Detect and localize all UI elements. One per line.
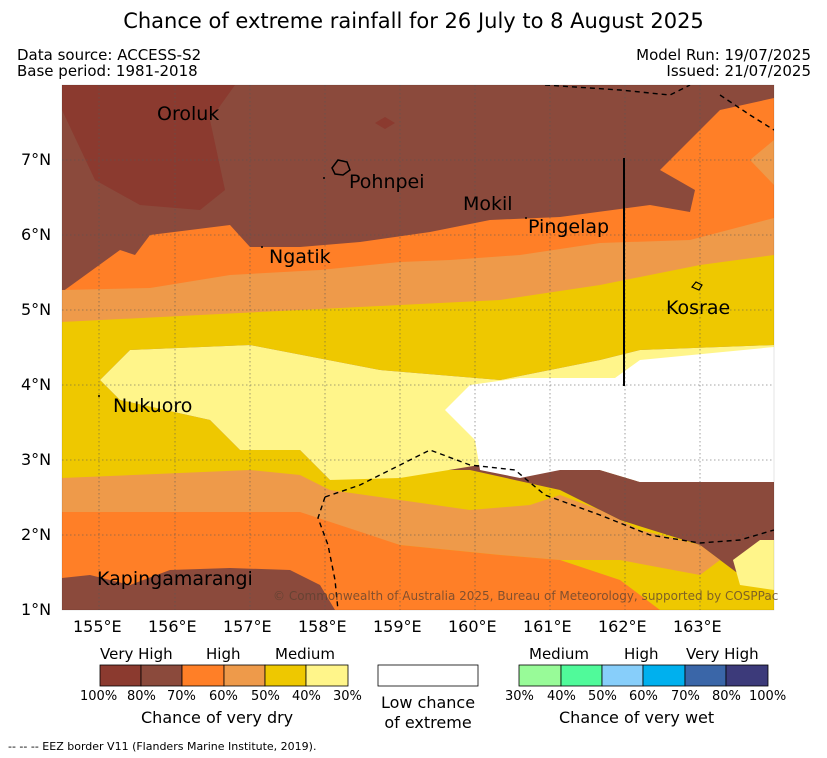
low-chance-label: Low chance [380, 693, 476, 712]
place-label: Pohnpei [349, 171, 425, 193]
x-tick-label: 161°E [523, 617, 572, 636]
wet-legend-title: Chance of very wet [559, 708, 715, 727]
pohnpei-island-icon [331, 159, 351, 176]
very-high-dry-core-region [62, 85, 235, 210]
dry-group-label: High [206, 645, 241, 663]
y-tick-label: 7°N [21, 150, 52, 169]
place-label: Ngatik [269, 246, 331, 268]
dry-tick: 50% [251, 689, 280, 704]
dry-tick: 30% [333, 689, 362, 704]
base-period-text: Base period: 1981-2018 [17, 62, 198, 80]
wet-group-label: Medium [529, 645, 589, 663]
data-source-text: Data source: ACCESS-S2 [17, 46, 202, 64]
wet-tick: 100% [749, 689, 787, 704]
kosrae-island-icon [691, 281, 703, 291]
copyright-text: © Commonwealth of Australia 2025, Bureau… [273, 589, 779, 603]
dry-tick: 60% [209, 689, 238, 704]
eez-footnote: -- -- -- EEZ border V11 (Flanders Marine… [8, 740, 317, 753]
dry-tick: 80% [127, 689, 156, 704]
y-tick-label: 2°N [21, 525, 52, 544]
wet-tick: 40% [547, 689, 576, 704]
y-tick-label: 5°N [21, 300, 52, 319]
x-tick-label: 159°E [373, 617, 422, 636]
dry-group-label: Medium [275, 645, 335, 663]
x-tick-label: 155°E [73, 617, 122, 636]
x-tick-label: 157°E [223, 617, 272, 636]
dry-tick: 40% [292, 689, 321, 704]
place-label: Kapingamarangi [97, 568, 253, 590]
x-tick-label: 163°E [673, 617, 722, 636]
low-chance-region [445, 347, 774, 482]
dry-tick: 70% [167, 689, 196, 704]
place-label: Pingelap [528, 216, 610, 238]
place-label: Mokil [463, 193, 513, 215]
dry-legend-title: Chance of very dry [141, 708, 294, 727]
x-tick-label: 160°E [448, 617, 497, 636]
issued-text: Issued: 21/07/2025 [666, 62, 811, 80]
place-label: Nukuoro [113, 395, 193, 417]
model-run-text: Model Run: 19/07/2025 [636, 46, 811, 64]
wet-tick: 70% [671, 689, 700, 704]
y-tick-label: 4°N [21, 375, 52, 394]
x-tick-label: 158°E [298, 617, 347, 636]
x-tick-label: 156°E [148, 617, 197, 636]
dry-tick: 100% [80, 689, 118, 704]
x-tick-label: 162°E [598, 617, 647, 636]
y-tick-label: 3°N [21, 450, 52, 469]
eez-border-lines [317, 85, 774, 610]
wet-group-label: Very High [686, 645, 759, 663]
low-chance-label-2: of extreme [384, 713, 472, 732]
place-label: Kosrae [666, 297, 731, 319]
dry-group-label: Very High [100, 645, 173, 663]
wet-tick: 80% [712, 689, 741, 704]
wet-tick: 60% [629, 689, 658, 704]
wet-tick: 50% [588, 689, 617, 704]
wet-tick: 30% [505, 689, 534, 704]
y-tick-label: 6°N [21, 225, 52, 244]
chart-title: Chance of extreme rainfall for 26 July t… [123, 9, 704, 33]
wet-group-label: High [624, 645, 659, 663]
y-tick-label: 1°N [21, 600, 52, 619]
place-label: Oroluk [157, 103, 220, 125]
